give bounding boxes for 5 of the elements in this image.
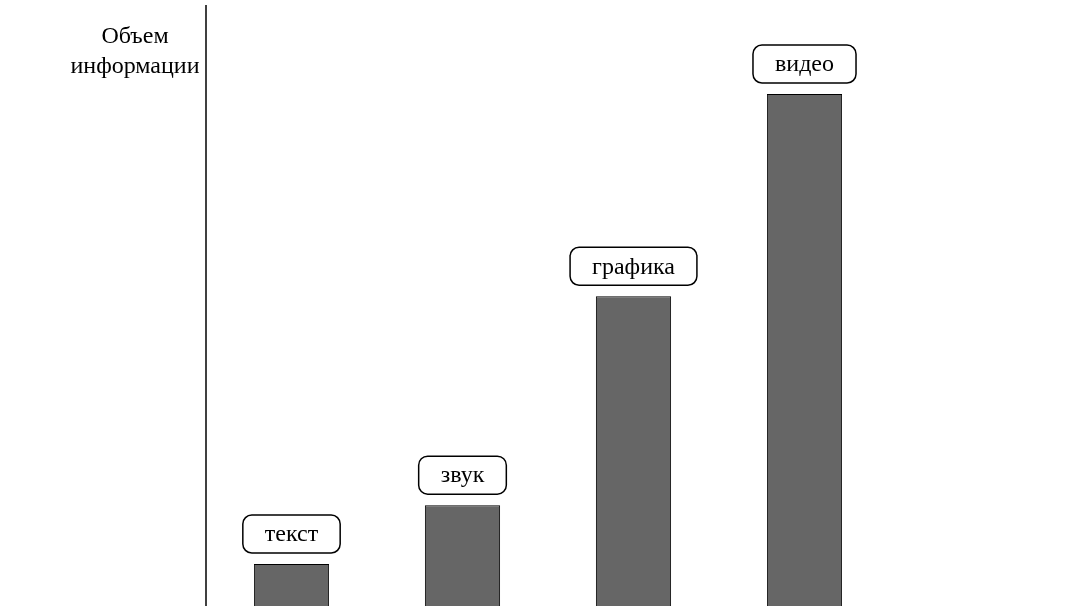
x-tick-label: текст <box>264 520 319 547</box>
x-tick-label: видео <box>774 50 835 77</box>
x-tick-label: звук <box>440 461 485 488</box>
x-tick-label: графика <box>592 252 676 279</box>
y-axis-title: Объем информации <box>69 21 201 80</box>
